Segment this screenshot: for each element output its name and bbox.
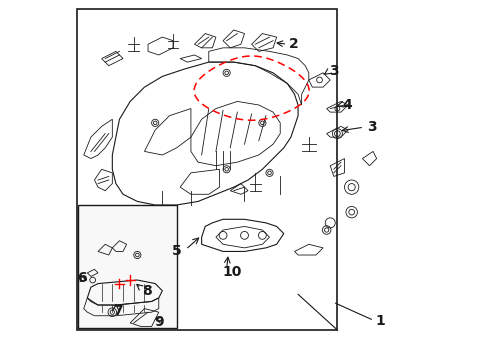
Bar xyxy=(78,205,176,328)
Text: 5: 5 xyxy=(172,244,182,258)
Text: 4: 4 xyxy=(342,98,352,112)
Text: 9: 9 xyxy=(154,315,163,329)
Text: 2: 2 xyxy=(288,37,298,51)
Text: 6: 6 xyxy=(77,271,87,285)
Text: 3: 3 xyxy=(366,120,376,134)
Text: 3: 3 xyxy=(329,64,339,78)
Text: 1: 1 xyxy=(375,314,385,328)
Bar xyxy=(77,9,337,330)
Text: 10: 10 xyxy=(222,265,241,279)
Text: 7: 7 xyxy=(113,305,123,319)
Text: 8: 8 xyxy=(142,284,151,298)
